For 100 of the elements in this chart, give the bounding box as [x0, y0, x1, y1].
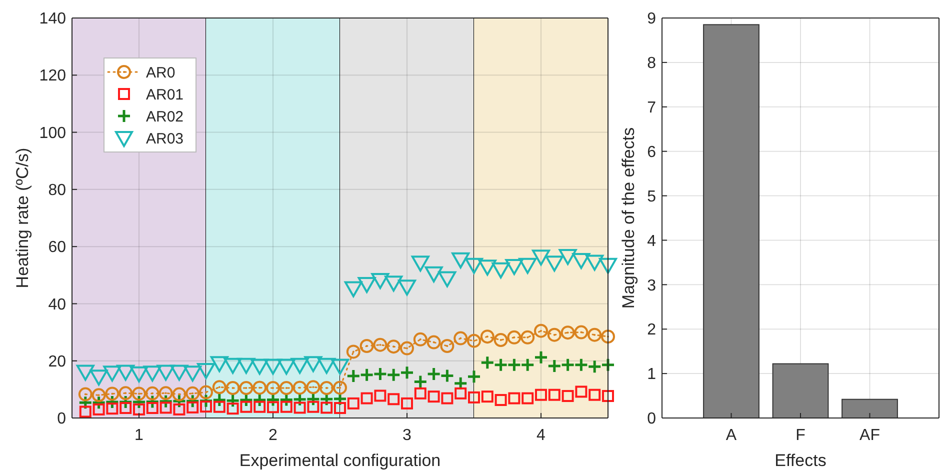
point [388, 393, 400, 406]
point [558, 249, 577, 265]
point [199, 385, 213, 400]
point [294, 402, 306, 414]
point [574, 325, 588, 340]
point [318, 358, 336, 374]
x-tick-label: 2 [268, 427, 278, 444]
point [267, 401, 279, 414]
point [132, 386, 146, 401]
point [400, 341, 414, 356]
point [424, 266, 443, 282]
point [250, 358, 269, 375]
point [438, 271, 456, 288]
point [184, 366, 202, 382]
point [466, 369, 482, 384]
point [224, 358, 242, 374]
legend-label: AR0 [146, 64, 176, 82]
point [384, 276, 403, 292]
point [331, 358, 349, 375]
y-tick-label: 7 [647, 99, 656, 116]
point [426, 366, 442, 382]
y-tick-label: 120 [39, 68, 66, 85]
point [587, 359, 602, 374]
point [547, 328, 562, 342]
point [505, 259, 524, 275]
point [518, 258, 537, 274]
point [118, 386, 133, 400]
point [92, 403, 105, 416]
x-tick-label: A [726, 427, 737, 444]
bar [842, 398, 898, 418]
bar [772, 363, 829, 418]
point [173, 403, 186, 416]
point [240, 400, 252, 413]
legend-label: AR01 [146, 86, 184, 104]
point [441, 392, 454, 404]
y-tick-label: 60 [48, 239, 66, 256]
x-tick-label: 3 [402, 427, 412, 444]
y-tick-label: 20 [48, 353, 66, 370]
point [212, 392, 227, 408]
point [545, 256, 564, 272]
point [170, 364, 188, 381]
point [277, 358, 296, 375]
point [347, 397, 360, 410]
point [158, 386, 173, 400]
point [143, 366, 162, 382]
point [290, 358, 309, 374]
point [601, 330, 615, 344]
y-tick-label: 6 [647, 144, 656, 161]
bar [703, 24, 760, 418]
point [506, 358, 522, 372]
point [454, 387, 467, 400]
point [586, 254, 604, 271]
x-axis-title: Experimental configuration [239, 451, 441, 470]
point [239, 381, 254, 395]
x-tick-label: AF [860, 427, 880, 444]
y-axis-title: Magnitude of the effects [619, 127, 638, 309]
point [507, 330, 522, 344]
point [346, 368, 361, 384]
point [588, 328, 602, 342]
point [400, 365, 414, 380]
point [547, 358, 562, 374]
y-tick-label: 140 [39, 10, 66, 28]
point [520, 358, 535, 372]
y-tick-label: 3 [647, 277, 656, 294]
point [574, 358, 588, 372]
point [78, 387, 92, 402]
point [480, 330, 494, 344]
point [346, 344, 360, 359]
x-tick-label: 4 [536, 427, 546, 444]
point [92, 388, 106, 402]
point [560, 358, 576, 372]
point [252, 380, 267, 395]
point [106, 402, 118, 415]
point [602, 390, 614, 402]
point [360, 392, 373, 404]
point [145, 386, 160, 400]
point [266, 381, 280, 395]
point [413, 374, 428, 389]
point [186, 401, 199, 414]
point [320, 381, 334, 395]
point [401, 397, 413, 410]
point [575, 386, 588, 398]
point [428, 390, 440, 403]
point [280, 400, 292, 413]
point [213, 400, 226, 413]
point [373, 338, 388, 352]
point [452, 252, 470, 268]
point [600, 358, 616, 372]
point [522, 392, 534, 404]
point [371, 273, 390, 289]
point [254, 400, 266, 413]
y-tick-label: 8 [647, 55, 656, 72]
point [320, 402, 333, 414]
point [520, 330, 535, 344]
legend-label: AR03 [146, 130, 184, 148]
point [386, 340, 401, 354]
point [172, 387, 186, 402]
point [358, 277, 376, 293]
point [480, 355, 495, 370]
point [307, 400, 320, 413]
